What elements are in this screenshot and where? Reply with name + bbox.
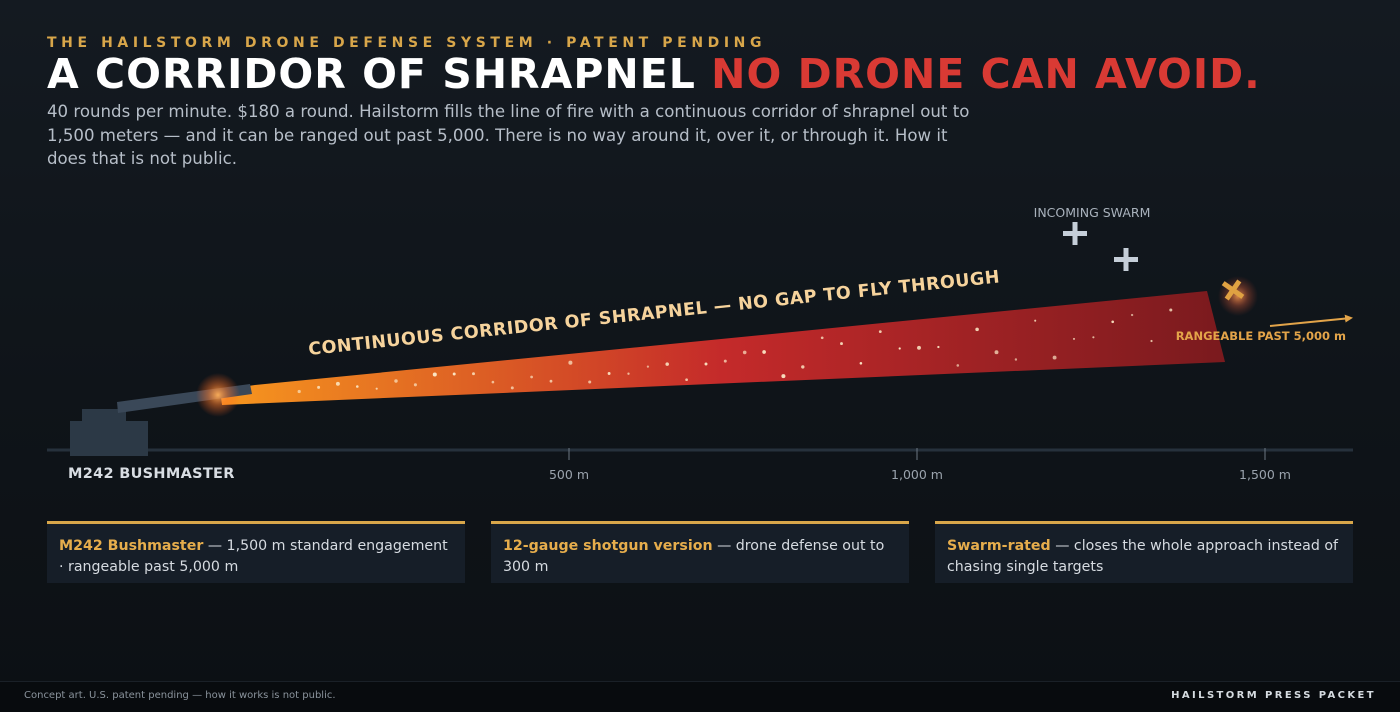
shrapnel-dot <box>956 364 960 367</box>
shrapnel-dot <box>1072 337 1076 340</box>
footer-brand: HAILSTORM PRESS PACKET <box>1171 690 1376 701</box>
shrapnel-dot <box>898 347 901 350</box>
shrapnel-dot <box>917 345 921 350</box>
shrapnel-dot <box>607 372 611 375</box>
tick-label-1000: 1,000 m <box>891 467 943 482</box>
shrapnel-dot <box>801 365 805 369</box>
shrapnel-dot <box>665 362 669 366</box>
headline: A CORRIDOR OF SHRAPNEL NO DRONE CAN AVOI… <box>47 50 1261 98</box>
feature-card-highlight: Swarm-rated <box>947 538 1051 554</box>
shrapnel-dot <box>762 350 766 354</box>
shrapnel-dot <box>510 386 514 390</box>
feature-cards: M242 Bushmaster — 1,500 m standard engag… <box>47 521 1353 586</box>
shrapnel-dot <box>432 372 437 377</box>
shrapnel-dot <box>1169 308 1173 312</box>
shrapnel-dot <box>394 379 398 383</box>
shrapnel-dot <box>975 327 979 332</box>
shrapnel-dot <box>646 365 650 368</box>
feature-card-highlight: 12-gauge shotgun version <box>503 538 713 554</box>
shrapnel-dot <box>1014 358 1018 361</box>
gun-label: M242 BUSHMASTER <box>68 466 235 482</box>
range-arrow-icon <box>1269 314 1353 327</box>
shrapnel-dot <box>588 380 592 384</box>
muzzle-flash <box>196 373 240 417</box>
feature-card: M242 Bushmaster — 1,500 m standard engag… <box>47 521 465 583</box>
headline-white: A CORRIDOR OF SHRAPNEL <box>47 50 696 98</box>
headline-red: NO DRONE CAN AVOID. <box>711 50 1261 98</box>
shrapnel-dot <box>1034 319 1037 322</box>
feature-card-text: — closes the whole approach instead of c… <box>947 538 1339 575</box>
shrapnel-dot <box>335 381 340 386</box>
shrapnel-dot <box>742 350 747 355</box>
shrapnel-dot <box>1111 320 1115 324</box>
shrapnel-dot <box>549 379 553 383</box>
shrapnel-dot <box>685 378 688 382</box>
shrapnel-dot <box>375 387 378 390</box>
shrapnel-dot <box>704 362 708 366</box>
shrapnel-dot <box>994 350 999 355</box>
tick-label-500: 500 m <box>549 467 589 482</box>
shrapnel-dot <box>452 372 456 376</box>
shrapnel-dot <box>1150 339 1153 343</box>
shrapnel-particles <box>297 308 1173 394</box>
shrapnel-corridor <box>220 291 1225 405</box>
shrapnel-dot <box>723 359 727 363</box>
footer-note: Concept art. U.S. patent pending — how i… <box>24 690 336 701</box>
shrapnel-dot <box>820 336 824 340</box>
shrapnel-dot <box>859 362 863 365</box>
shrapnel-dot <box>840 342 843 346</box>
feature-card-text: — drone defense out to 300 m <box>503 538 885 575</box>
kicker: THE HAILSTORM DRONE DEFENSE SYSTEM · PAT… <box>47 35 767 51</box>
shrapnel-dot <box>413 383 417 387</box>
subtitle: 40 rounds per minute. $180 a round. Hail… <box>47 102 970 168</box>
footer: Concept art. U.S. patent pending — how i… <box>0 681 1400 712</box>
swarm-label: INCOMING SWARM <box>1034 205 1151 220</box>
drone-icon <box>1114 248 1138 271</box>
feature-card-highlight: M242 Bushmaster <box>59 538 204 554</box>
shrapnel-dot <box>568 360 573 365</box>
range-label: RANGEABLE PAST 5,000 m <box>1176 329 1346 343</box>
shrapnel-dot <box>627 372 630 375</box>
shrapnel-dot <box>530 375 533 379</box>
shrapnel-dot <box>1052 355 1057 360</box>
downed-drone-icon <box>1221 279 1245 301</box>
feature-card: Swarm-rated — closes the whole approach … <box>935 521 1353 583</box>
shrapnel-dot <box>472 372 475 376</box>
feature-card-text: — 1,500 m standard engagement · rangeabl… <box>59 538 448 575</box>
shrapnel-dot <box>297 389 301 394</box>
shrapnel-dot <box>878 330 882 333</box>
shrapnel-dot <box>1092 336 1095 339</box>
tick-label-1500: 1,500 m <box>1239 467 1291 482</box>
shrapnel-dot <box>491 380 495 384</box>
shrapnel-dot <box>1130 313 1134 317</box>
shrapnel-dot <box>937 345 940 349</box>
shrapnel-dot <box>355 385 359 388</box>
drone-icon <box>1063 222 1087 245</box>
shrapnel-dot <box>781 374 786 379</box>
feature-card: 12-gauge shotgun version — drone defense… <box>491 521 909 583</box>
shrapnel-dot <box>317 385 321 389</box>
